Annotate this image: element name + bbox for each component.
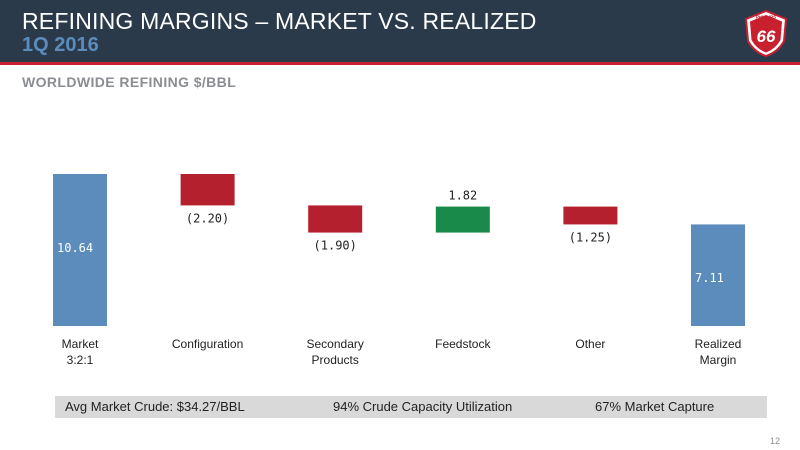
category-axis-label: Other	[575, 337, 605, 351]
category-axis-label: Configuration	[172, 337, 243, 351]
category-axis-label: Feedstock	[435, 337, 491, 351]
avg-market-crude-text: Avg Market Crude: $34.27/BBL	[65, 399, 245, 414]
header-bar	[0, 0, 800, 62]
bar-value-label: (2.20)	[186, 211, 229, 225]
waterfall-bar	[180, 174, 235, 206]
waterfall-bar	[691, 224, 745, 326]
category-axis-label: 3:2:1	[67, 353, 94, 367]
bar-value-label: (1.90)	[314, 239, 357, 253]
category-axis-label: Secondary	[307, 337, 364, 351]
waterfall-bar	[53, 174, 107, 326]
chart-section-title: WORLDWIDE REFINING $/BBL	[22, 74, 237, 90]
phillips-66-logo: PHILLIPS 66	[744, 9, 788, 58]
info-bar: Avg Market Crude: $34.27/BBL 94% Crude C…	[55, 396, 767, 418]
svg-text:66: 66	[757, 27, 776, 46]
market-capture-text: 67% Market Capture	[595, 399, 715, 414]
bar-value-label: (1.25)	[569, 230, 612, 244]
capacity-utilization-text: 94% Crude Capacity Utilization	[333, 399, 513, 414]
category-axis-label: Realized	[695, 337, 742, 351]
page-number: 12	[770, 436, 781, 446]
svg-text:PHILLIPS: PHILLIPS	[756, 15, 776, 20]
page-title: REFINING MARGINS – MARKET VS. REALIZED	[22, 8, 537, 34]
waterfall-bar	[563, 206, 618, 225]
refining-margin-waterfall-chart: 10.64 Market 3:2:1 (2.20) Configuration (1.90…	[53, 174, 745, 367]
bar-value-label: 7.11	[695, 271, 724, 285]
category-axis-label: Products	[312, 353, 359, 367]
waterfall-bar	[435, 206, 490, 233]
waterfall-bar	[308, 205, 363, 233]
bar-value-label: 1.82	[448, 189, 477, 203]
category-axis-label: Margin	[700, 353, 737, 367]
category-axis-label: Market	[62, 337, 99, 351]
header-divider	[0, 62, 800, 65]
bar-value-label: 10.64	[57, 241, 93, 255]
period-subtitle: 1Q 2016	[22, 34, 99, 56]
